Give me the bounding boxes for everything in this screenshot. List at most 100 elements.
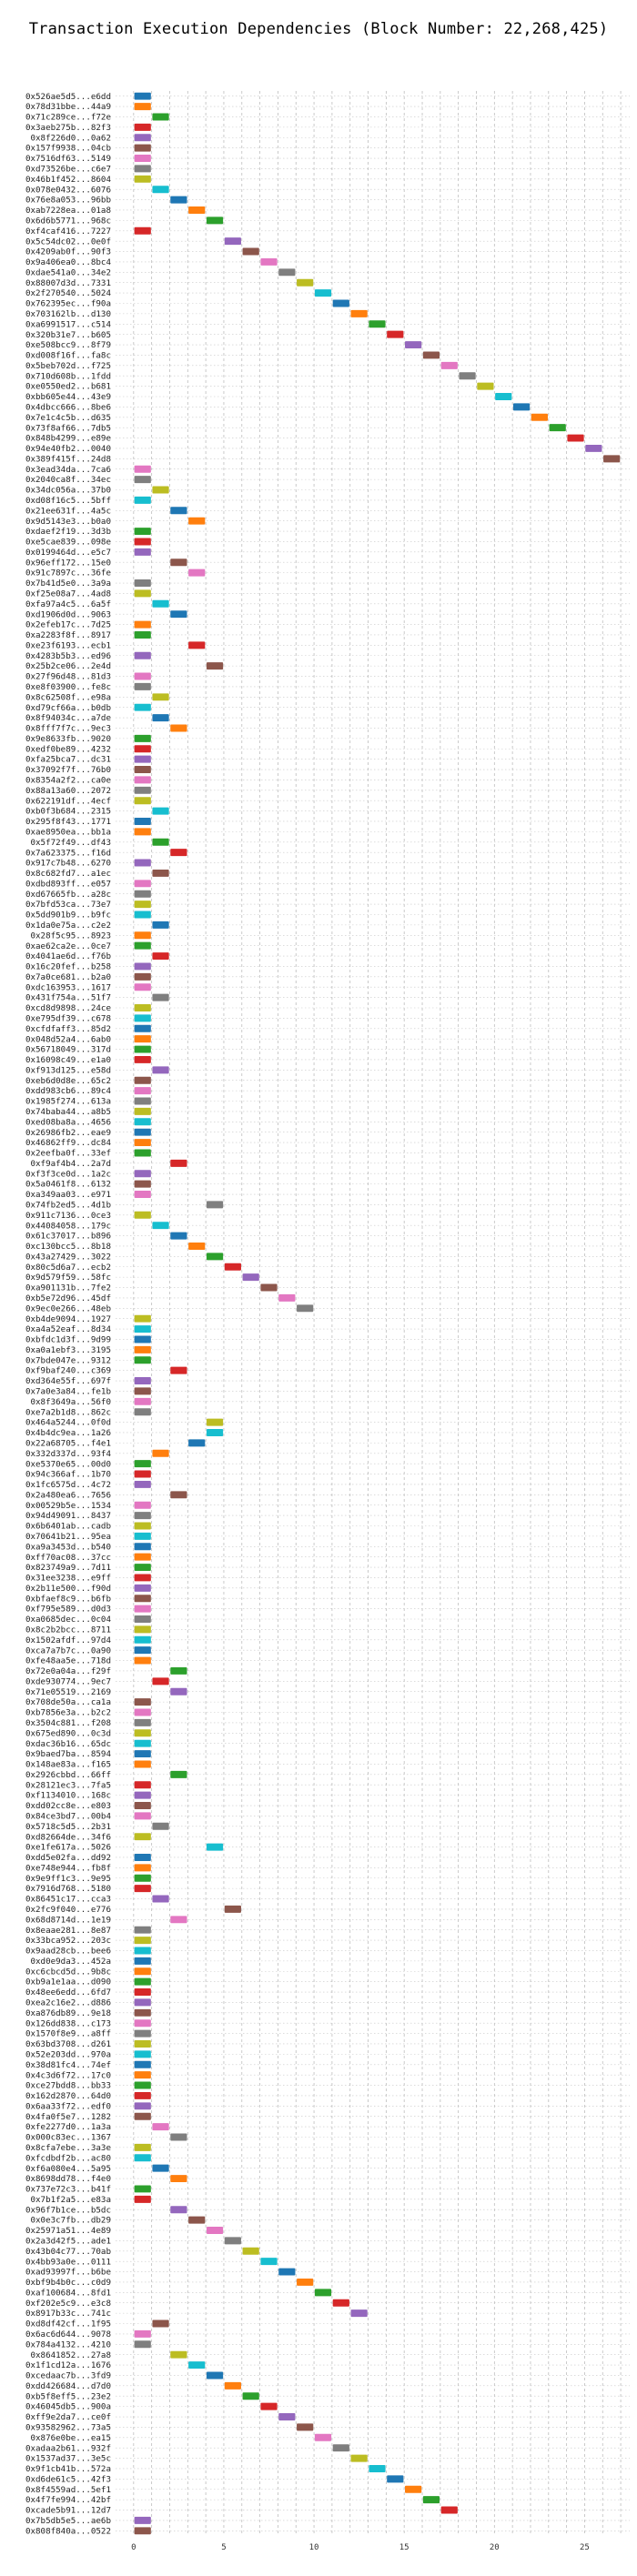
transaction-bar <box>134 1718 151 1726</box>
row-label: 0xed08ba8a...4656 <box>25 1117 111 1127</box>
transaction-bar <box>134 901 151 909</box>
transaction-bar <box>134 1926 151 1934</box>
transaction-bar <box>206 1201 224 1209</box>
transaction-bar <box>134 165 151 173</box>
row-label: 0xe5cae839...098e <box>25 538 111 548</box>
row-label: 0xca7a7b7c...0a90 <box>25 1645 111 1655</box>
transaction-bar <box>134 1191 151 1199</box>
transaction-bar <box>278 2268 296 2276</box>
row-label: 0xeb6d0d8e...65c2 <box>25 1076 111 1086</box>
row-label: 0x1da0e75a...c2e2 <box>25 921 111 931</box>
transaction-bar <box>134 962 151 971</box>
row-label: 0x5dd901b9...b9fc <box>25 911 111 921</box>
transaction-bar <box>567 434 584 442</box>
transaction-bar <box>170 610 187 619</box>
transaction-bar <box>152 599 169 608</box>
transaction-bar <box>134 1460 151 1468</box>
transaction-bar <box>134 911 151 919</box>
row-label: 0x823749a9...7d11 <box>25 1563 111 1573</box>
row-label: 0x4041ae6d...f76b <box>25 951 111 961</box>
transaction-bar <box>134 579 151 588</box>
row-label: 0xd8df42cf...1f95 <box>25 2319 111 2329</box>
transaction-bar <box>134 1750 151 1758</box>
transaction-bar <box>134 1139 151 1147</box>
x-axis-ticks: 0 5 10 15 20 25 <box>131 2543 590 2552</box>
transaction-bar <box>134 2039 151 2048</box>
transaction-bar <box>152 807 169 815</box>
transaction-bar <box>134 2340 151 2349</box>
transaction-bar <box>134 620 151 629</box>
row-label: 0x22a68705...f4e1 <box>25 1438 111 1448</box>
row-label: 0x526ae5d5...e6dd <box>25 92 111 102</box>
transaction-bar <box>404 341 422 349</box>
transaction-bar <box>134 766 151 774</box>
row-label: 0xbfaef8c9...b6fb <box>25 1594 111 1604</box>
x-tick-label: 25 <box>580 2543 590 2552</box>
row-label: 0x708de50a...ca1a <box>25 1697 111 1707</box>
row-label: 0x8c682fd7...a1ec <box>25 869 111 879</box>
transaction-bar <box>134 1833 151 1841</box>
transaction-bar <box>242 1273 259 1282</box>
row-label: 0x5718c5d5...2b31 <box>25 1822 111 1832</box>
row-label: 0x88a13a60...2072 <box>25 786 111 796</box>
transaction-bar <box>206 662 224 670</box>
transaction-bar <box>134 2029 151 2038</box>
row-label: 0x703162lb...d130 <box>25 309 111 319</box>
transaction-bar <box>134 2112 151 2120</box>
transaction-bar <box>422 2496 440 2504</box>
transaction-bar <box>134 1149 151 1157</box>
transaction-bar <box>134 682 151 690</box>
transaction-bar <box>134 1853 151 1861</box>
transaction-bar <box>134 1625 151 1634</box>
transaction-bar <box>134 734 151 742</box>
transaction-bar <box>404 2485 422 2493</box>
row-label: 0x464a5244...0f0d <box>25 1418 111 1428</box>
row-label: 0x295f8f43...1771 <box>25 817 111 827</box>
row-label: 0x5beb702d...f725 <box>25 361 111 371</box>
transaction-bar <box>152 1066 169 1074</box>
row-label: 0x8641852...27a8 <box>30 2350 111 2360</box>
transaction-bar <box>134 2091 151 2099</box>
row-label: 0xe508bcc9...8f79 <box>25 340 111 350</box>
row-label: 0x675ed890...0c3d <box>25 1728 111 1738</box>
transaction-bar <box>134 92 151 100</box>
transaction-bar <box>152 113 169 121</box>
transaction-bar <box>278 2413 296 2421</box>
row-label: 0xcfdfaff3...85d2 <box>25 1024 111 1034</box>
row-label: 0xa9a3453d...b540 <box>25 1542 111 1552</box>
x-tick-label: 5 <box>221 2543 226 2552</box>
transaction-bar <box>134 1014 151 1022</box>
transaction-bar <box>134 1739 151 1747</box>
transaction-bar <box>134 786 151 794</box>
row-label: 0x2040ca8f...34ec <box>25 475 111 485</box>
row-label: 0x8917b33c...741c <box>25 2309 111 2319</box>
row-label: 0x8698dd78...f4e0 <box>25 2174 111 2184</box>
transaction-bar <box>134 1345 151 1353</box>
transaction-bar <box>134 2081 151 2089</box>
row-label: 0xb5e72d96...45df <box>25 1293 111 1303</box>
row-label: 0x1f1cd12a...1676 <box>25 2360 111 2370</box>
grid-lines <box>116 91 630 2536</box>
row-label: 0x1fc6575d...4c72 <box>25 1480 111 1490</box>
transaction-bar <box>134 931 151 940</box>
transaction-bar <box>278 1293 296 1302</box>
row-label-group: 0x526ae5d5...e6dd0x78d31bbe...44a90x71c2… <box>25 92 112 2537</box>
row-label: 0x126dd838...c173 <box>25 2018 111 2028</box>
row-label: 0xf1134010...168c <box>25 1791 111 1801</box>
transaction-bar <box>134 1076 151 1084</box>
transaction-bar <box>170 507 187 515</box>
row-label: 0xe1fe617a...5026 <box>25 1843 111 1853</box>
row-label: 0x7916d768...5180 <box>25 1884 111 1894</box>
transaction-bar <box>332 299 349 307</box>
row-label: 0x2926cbbd...66ff <box>25 1770 111 1780</box>
transaction-bar <box>134 1325 151 1333</box>
transaction-bar <box>297 2278 314 2286</box>
row-label: 0xe7a2b1d8...862c <box>25 1407 111 1417</box>
row-label: 0x7b5db5e5...ae6b <box>25 2516 111 2526</box>
row-label: 0x70641b21...95ea <box>25 1532 111 1542</box>
row-label: 0xd364e55f...697f <box>25 1376 111 1386</box>
transaction-bar <box>134 476 151 484</box>
row-label: 0xa0685dec...0c04 <box>25 1615 112 1625</box>
transaction-bar <box>387 2475 404 2483</box>
